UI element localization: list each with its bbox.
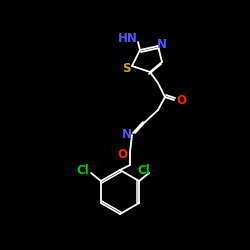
Text: S: S [122,62,130,76]
Text: O: O [176,94,186,106]
Text: HN: HN [118,32,138,44]
Text: Cl: Cl [76,164,89,177]
Text: N: N [157,38,167,51]
Text: Cl: Cl [138,164,150,177]
Text: N: N [122,128,132,141]
Text: O: O [117,148,127,160]
